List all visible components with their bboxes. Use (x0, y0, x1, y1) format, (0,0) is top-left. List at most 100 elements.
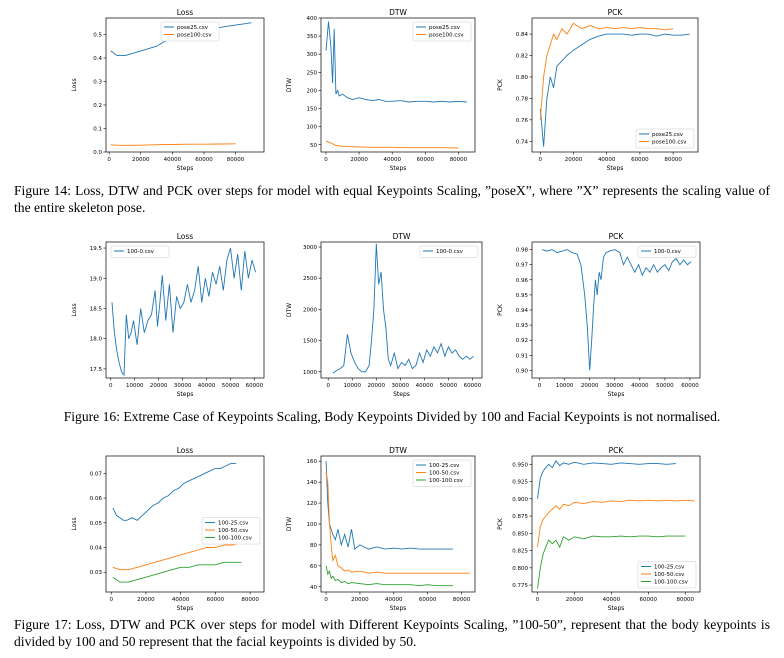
chart-fig17-loss: Loss 0 20000 40000 60000 80000 0.03 0.04 0.05 0.0… (71, 446, 265, 612)
x-tick-label: 0 (326, 383, 330, 389)
figure-14-caption: Figure 14: Loss, DTW and PCK over steps … (14, 183, 770, 215)
series-line (537, 499, 695, 548)
y-axis-label: PCK (497, 517, 504, 530)
plot-frame (105, 17, 265, 153)
plot-frame (531, 241, 701, 379)
y-tick-label: 200 (307, 88, 318, 94)
x-axis-label: Steps (177, 391, 194, 398)
legend-box (201, 517, 261, 545)
y-tick-label: 0.04 (90, 545, 103, 551)
y-tick-label: 0.05 (90, 521, 103, 527)
legend-label: pose100.csv (652, 140, 687, 146)
x-tick-label: 30000 (392, 383, 410, 389)
x-tick-label: 20000 (350, 157, 368, 163)
y-tick-label: 0.900 (512, 497, 528, 503)
y-tick-label: 0.98 (516, 248, 529, 254)
y-tick-label: 0.74 (516, 139, 529, 145)
y-axis-label: PCK (497, 303, 504, 316)
x-tick-label: 10000 (343, 383, 361, 389)
y-axis-label: DTW (286, 303, 293, 317)
y-tick-label: 60 (310, 564, 317, 570)
y-tick-label: 2000 (303, 307, 317, 313)
series-line (112, 539, 259, 571)
x-axis-label: Steps (390, 165, 407, 172)
chart-fig14-loss: Loss 0 20000 40000 60000 80000 0.0 0.1 0.2 0.3 0.4… (71, 8, 265, 172)
x-tick-label: 0 (538, 383, 542, 389)
y-tick-label: 0.925 (512, 480, 528, 486)
y-tick-label: 250 (307, 70, 318, 76)
y-tick-label: 50 (310, 143, 317, 149)
x-tick-label: 20000 (150, 383, 168, 389)
chart-fig16-loss: Loss 0 10000 20000 30000 40000 50000 60000 17.5 1… (71, 232, 265, 398)
legend-label: pose100.csv (177, 33, 212, 39)
legend-box (110, 245, 170, 258)
series-line (325, 140, 459, 149)
y-axis-label: DTW (286, 78, 293, 92)
x-tick-label: 0 (539, 157, 543, 163)
x-tick-label: 80000 (664, 157, 682, 163)
y-tick-label: 0.3 (93, 79, 102, 85)
y-tick-label: 1000 (303, 370, 317, 376)
x-tick-label: 80000 (241, 597, 259, 603)
chart-title: DTW (393, 232, 411, 241)
series-line (111, 247, 257, 377)
chart-fig17-dtw: DTW 0 20000 40000 60000 80000 40 60 80 100 120 140 1… (286, 446, 476, 612)
legend-label: pose25.csv (652, 132, 684, 138)
legend-box (412, 459, 472, 487)
x-tick-label: 40000 (383, 157, 401, 163)
chart-fig14-dtw: DTW 0 20000 40000 60000 80000 50 100 150 200 250 30… (286, 8, 476, 172)
x-tick-label: 0 (324, 597, 328, 603)
y-axis-label: Loss (71, 78, 78, 91)
x-tick-label: 60000 (464, 383, 482, 389)
y-tick-label: 80 (310, 543, 317, 549)
x-tick-label: 20000 (132, 157, 150, 163)
y-tick-label: 0.91 (516, 353, 528, 359)
y-tick-label: 0.2 (93, 103, 102, 109)
y-tick-label: 2500 (303, 276, 317, 282)
figure-17-caption: Figure 17: Loss, DTW and PCK over steps … (14, 617, 770, 649)
chart-fig17-pck: PCK 0 20000 40000 60000 80000 0.775 0.800 0.825 0… (497, 446, 701, 612)
legend-label: 100-50.csv (654, 572, 685, 578)
y-tick-label: 40 (310, 585, 317, 591)
y-tick-label: 18.5 (90, 306, 103, 312)
x-tick-label: 80000 (227, 157, 245, 163)
series-line (112, 561, 242, 583)
x-tick-label: 60000 (631, 157, 649, 163)
y-tick-label: 0.06 (90, 496, 103, 502)
y-tick-label: 300 (307, 52, 318, 58)
x-axis-label: Steps (608, 605, 625, 612)
y-tick-label: 100 (307, 125, 318, 131)
x-tick-label: 40000 (198, 383, 216, 389)
legend-box (637, 245, 697, 258)
x-tick-label: 60000 (640, 597, 658, 603)
chart-fig16-pck: PCK 0 10000 20000 30000 40000 50000 60000 0.90 0.… (497, 232, 701, 398)
x-tick-label: 80000 (453, 597, 471, 603)
x-tick-label: 80000 (676, 597, 694, 603)
x-tick-label: 40000 (416, 383, 434, 389)
y-tick-label: 0.775 (512, 583, 528, 589)
legend-label: 100-50.csv (218, 528, 249, 534)
y-tick-label: 0.03 (90, 570, 103, 576)
x-axis-label: Steps (177, 605, 194, 612)
y-tick-label: 400 (307, 16, 318, 22)
x-tick-label: 40000 (603, 597, 621, 603)
plot-frame (320, 241, 483, 379)
y-tick-label: 0.76 (516, 118, 529, 124)
legend-label: 100-0.csv (654, 249, 682, 255)
x-tick-label: 0 (107, 157, 111, 163)
y-tick-label: 0.950 (512, 462, 528, 468)
x-tick-label: 60000 (207, 597, 225, 603)
x-tick-label: 50000 (440, 383, 458, 389)
y-tick-label: 18.0 (90, 337, 103, 343)
plot-frame (320, 455, 476, 593)
y-tick-label: 1500 (303, 339, 317, 345)
legend-label: 100-25.csv (654, 565, 685, 571)
y-tick-label: 100 (307, 522, 318, 528)
x-axis-label: Steps (393, 391, 410, 398)
x-tick-label: 60000 (195, 157, 213, 163)
y-tick-label: 0.92 (516, 338, 528, 344)
y-tick-label: 150 (307, 107, 318, 113)
x-axis-label: Steps (390, 605, 407, 612)
legend-label: pose25.csv (177, 25, 209, 31)
plot-frame (320, 17, 476, 153)
